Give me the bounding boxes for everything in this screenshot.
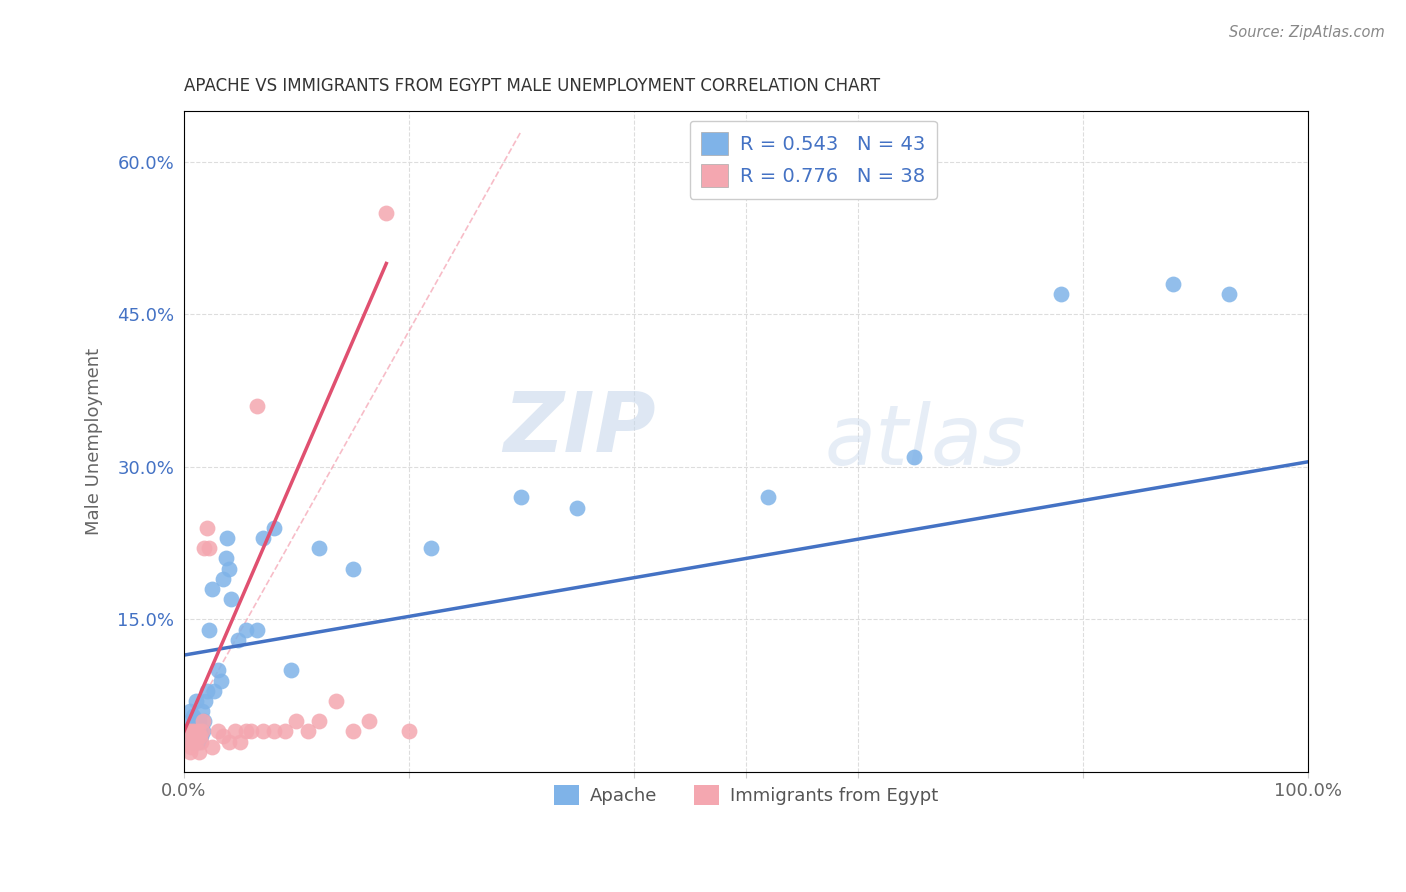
Point: [246, 623, 269, 637]
Point: [179, 745, 201, 759]
Point: [195, 521, 218, 535]
Point: [184, 714, 207, 729]
Point: [218, 734, 240, 748]
Point: [191, 714, 214, 729]
Point: [184, 724, 207, 739]
Point: [1161, 277, 1184, 291]
Point: [202, 683, 225, 698]
Point: [201, 739, 224, 754]
Point: [285, 714, 308, 729]
Point: [325, 694, 347, 708]
Point: [359, 714, 381, 729]
Point: [188, 730, 211, 744]
Point: [342, 724, 364, 739]
Point: [194, 694, 217, 708]
Point: [218, 561, 240, 575]
Point: [180, 739, 202, 754]
Point: [398, 724, 420, 739]
Point: [240, 724, 263, 739]
Point: [297, 724, 319, 739]
Point: [176, 724, 198, 739]
Point: [567, 500, 589, 515]
Point: [181, 734, 204, 748]
Point: [181, 709, 204, 723]
Point: [197, 541, 219, 556]
Point: [263, 724, 285, 739]
Point: [187, 714, 209, 729]
Point: [191, 724, 214, 739]
Point: [188, 724, 211, 739]
Point: [1218, 287, 1240, 301]
Point: [758, 491, 780, 505]
Point: [229, 734, 252, 748]
Point: [190, 730, 212, 744]
Point: [180, 734, 202, 748]
Legend: Apache, Immigrants from Egypt: Apache, Immigrants from Egypt: [547, 777, 945, 813]
Text: Source: ZipAtlas.com: Source: ZipAtlas.com: [1229, 25, 1385, 40]
Point: [209, 673, 232, 688]
Point: [1049, 287, 1071, 301]
Point: [179, 714, 201, 729]
Point: [342, 561, 364, 575]
Point: [246, 399, 269, 413]
Text: ZIP: ZIP: [503, 388, 657, 469]
Point: [186, 734, 208, 748]
Text: atlas: atlas: [824, 401, 1026, 482]
Point: [183, 730, 205, 744]
Y-axis label: Male Unemployment: Male Unemployment: [86, 348, 103, 535]
Point: [212, 730, 235, 744]
Point: [186, 694, 208, 708]
Point: [235, 724, 257, 739]
Point: [263, 521, 285, 535]
Point: [219, 592, 242, 607]
Point: [191, 704, 214, 718]
Point: [235, 623, 257, 637]
Point: [193, 541, 215, 556]
Point: [510, 491, 533, 505]
Point: [183, 730, 205, 744]
Point: [207, 664, 229, 678]
Point: [186, 734, 208, 748]
Point: [308, 541, 330, 556]
Point: [252, 531, 274, 545]
Point: [180, 724, 202, 739]
Point: [308, 714, 330, 729]
Point: [187, 745, 209, 759]
Point: [420, 541, 443, 556]
Point: [280, 664, 302, 678]
Point: [212, 572, 235, 586]
Point: [224, 724, 246, 739]
Point: [207, 724, 229, 739]
Point: [252, 724, 274, 739]
Point: [195, 683, 218, 698]
Point: [375, 205, 398, 219]
Point: [177, 724, 200, 739]
Point: [201, 582, 224, 596]
Point: [215, 531, 238, 545]
Point: [190, 734, 212, 748]
Point: [214, 551, 236, 566]
Point: [193, 714, 215, 729]
Point: [191, 724, 214, 739]
Point: [226, 632, 249, 647]
Point: [903, 450, 925, 464]
Point: [274, 724, 297, 739]
Point: [186, 724, 208, 739]
Point: [179, 704, 201, 718]
Point: [197, 623, 219, 637]
Text: APACHE VS IMMIGRANTS FROM EGYPT MALE UNEMPLOYMENT CORRELATION CHART: APACHE VS IMMIGRANTS FROM EGYPT MALE UNE…: [184, 78, 880, 95]
Point: [176, 734, 198, 748]
